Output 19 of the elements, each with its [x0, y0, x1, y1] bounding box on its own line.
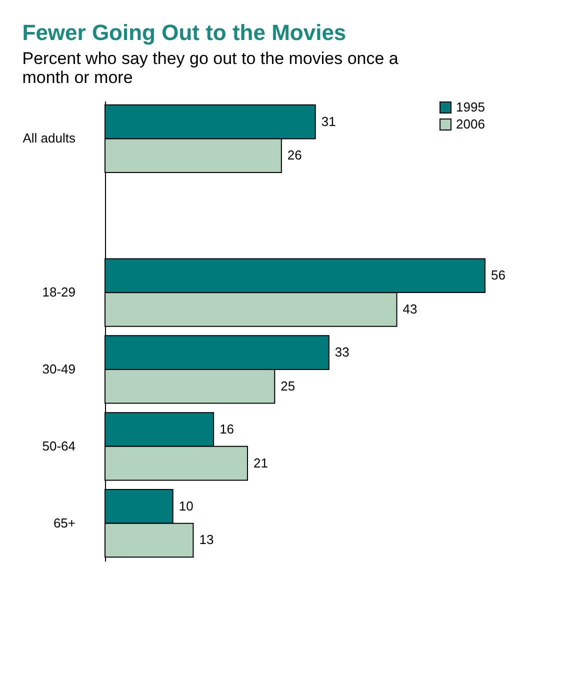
legend-label: 2006 — [456, 116, 485, 132]
y-tick-label: 50-64 — [42, 438, 76, 454]
data-label: 43 — [402, 301, 418, 316]
data-label: 25 — [280, 378, 296, 394]
data-label: 33 — [334, 344, 350, 360]
legend-label: 1995 — [456, 100, 485, 114]
data-label: 10 — [178, 498, 194, 514]
y-tick-label: 18-29 — [42, 284, 76, 300]
chart-subtitle: Percent who say they go out to the movies once a month or more — [22, 49, 399, 87]
data-label: 56 — [491, 268, 506, 283]
y-tick-label: 30-49 — [42, 361, 76, 376]
data-label: 16 — [220, 421, 234, 436]
data-label: 21 — [254, 455, 268, 470]
chart-title: Fewer Going Out to the Movies — [22, 20, 346, 45]
data-label: 26 — [287, 148, 302, 163]
y-tick-label: All adults — [22, 130, 76, 146]
data-label: 13 — [199, 532, 214, 548]
data-label: 31 — [321, 114, 336, 129]
y-tick-label: 65+ — [53, 515, 76, 530]
